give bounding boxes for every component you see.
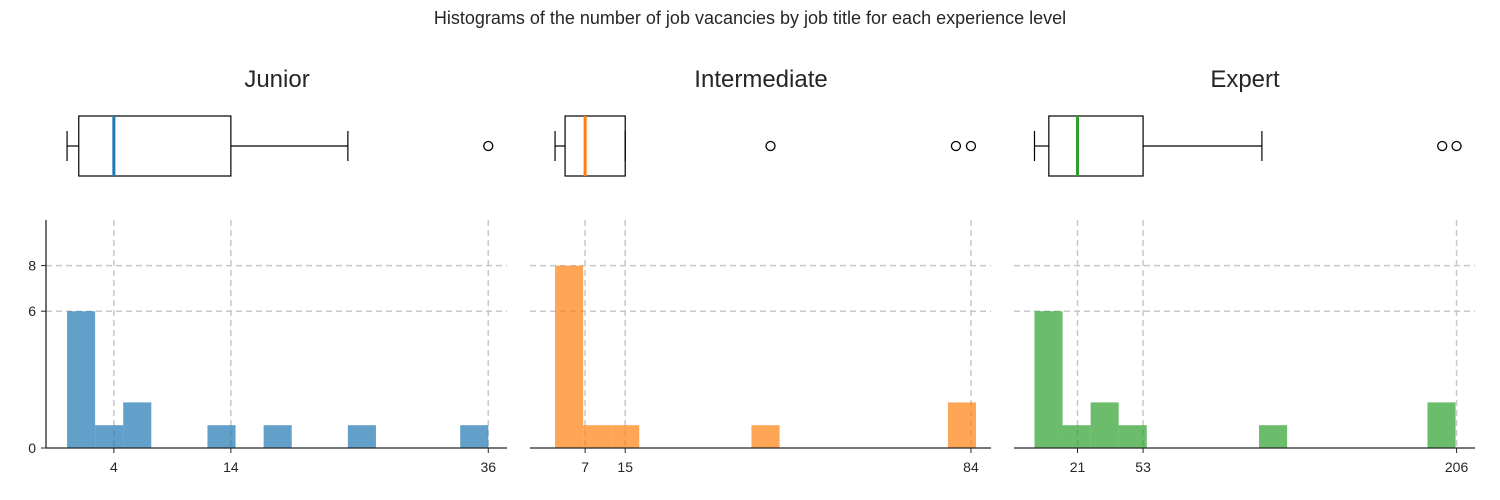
box-outlier: [965, 140, 977, 152]
x-tick-label: 7: [581, 459, 589, 475]
x-tick-label: 206: [1445, 459, 1469, 475]
histogram-bar: [1062, 425, 1091, 448]
panel-title: Intermediate: [694, 66, 827, 93]
y-tick-label: 0: [28, 440, 36, 456]
y-tick-label: 8: [28, 258, 36, 274]
box-outlier: [950, 140, 962, 152]
x-tick-label: 21: [1070, 459, 1086, 475]
panel-title: Expert: [1210, 66, 1280, 93]
box-outlier: [1437, 140, 1448, 152]
histogram-bar: [1427, 402, 1456, 448]
box-iqr: [78, 115, 232, 177]
histogram-bar: [460, 425, 489, 448]
histogram-bar: [751, 425, 780, 448]
box-iqr: [564, 115, 626, 177]
x-tick-label: 36: [480, 459, 496, 475]
histogram-bar: [1259, 425, 1288, 448]
panel-junior: Junior 0 6 8 4 14 36: [28, 66, 507, 475]
box-outlier: [765, 140, 776, 152]
figure-title: Histograms of the number of job vacancie…: [434, 8, 1066, 28]
box-outlier: [1451, 140, 1462, 152]
histogram-bar: [947, 402, 976, 448]
box-iqr: [1048, 115, 1144, 177]
x-tick-label: 53: [1135, 459, 1151, 475]
histogram-bar: [347, 425, 376, 448]
box-outlier: [483, 140, 494, 152]
panel-title: Junior: [244, 66, 309, 93]
panel-intermediate: Intermediate 7 15 84: [530, 66, 991, 475]
histogram-bar: [555, 265, 584, 448]
histogram-bar: [611, 425, 640, 448]
histogram-bar: [1118, 425, 1147, 448]
histogram-bar: [123, 402, 152, 448]
histogram-bar: [95, 425, 124, 448]
histogram-bar: [263, 425, 292, 448]
panel-expert: Expert 21 53 206: [1014, 66, 1475, 475]
histogram-bar: [1090, 402, 1119, 448]
x-tick-label: 15: [617, 459, 633, 475]
histogram-bar: [207, 425, 236, 448]
histogram-bar: [583, 425, 612, 448]
x-tick-label: 4: [110, 459, 118, 475]
x-tick-label: 84: [963, 459, 979, 475]
histogram-bar: [67, 311, 96, 448]
x-tick-label: 14: [223, 459, 239, 475]
histogram-bar: [1034, 311, 1063, 448]
y-tick-label: 6: [28, 303, 36, 319]
